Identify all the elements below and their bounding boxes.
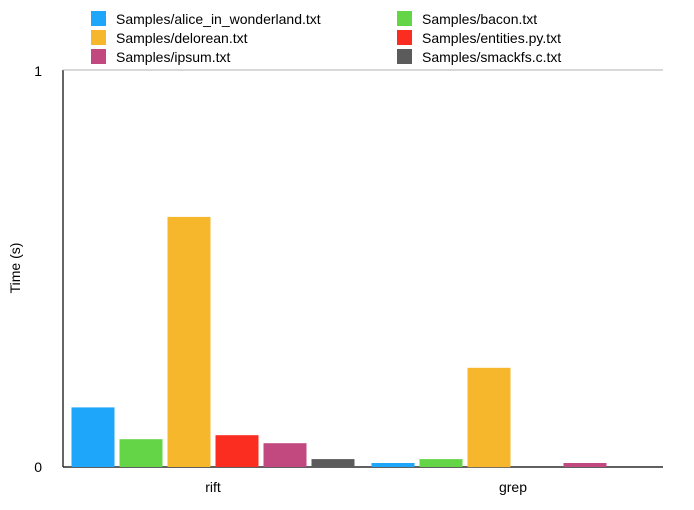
bars — [71, 216, 607, 468]
bar-grep-series-0 — [371, 463, 415, 467]
axes: 1 0 Time (s) — [7, 63, 663, 475]
legend-label-2: Samples/delorean.txt — [116, 30, 248, 46]
legend-swatch-4 — [91, 49, 106, 64]
bar-rift-series-0 — [71, 407, 115, 467]
bar-rift-series-3 — [215, 435, 259, 467]
legend-swatch-3 — [397, 30, 412, 45]
y-axis-label: Time (s) — [7, 243, 23, 294]
legend-label-5: Samples/smackfs.c.txt — [422, 49, 561, 65]
bar-grep-series-1 — [419, 459, 463, 467]
x-tick-label-rift: rift — [205, 479, 221, 495]
bar-rift-series-2 — [167, 216, 211, 467]
bar-rift-series-5 — [311, 459, 355, 467]
legend-label-4: Samples/ipsum.txt — [116, 49, 230, 65]
bar-rift-series-1 — [119, 439, 163, 467]
legend-swatch-5 — [397, 49, 412, 64]
bar-rift-series-4 — [263, 443, 307, 467]
y-tick-label-min: 0 — [34, 459, 42, 475]
legend-label-1: Samples/bacon.txt — [422, 11, 537, 27]
x-tick-label-grep: grep — [499, 479, 527, 495]
legend-swatch-1 — [397, 11, 412, 26]
legend: Samples/alice_in_wonderland.txt Samples/b… — [91, 11, 561, 65]
legend-swatch-0 — [91, 11, 106, 26]
bar-grep-series-2 — [467, 367, 511, 468]
legend-label-3: Samples/entities.py.txt — [422, 30, 561, 46]
x-tick-labels: rift grep — [205, 479, 527, 495]
y-tick-label-max: 1 — [34, 63, 42, 79]
legend-label-0: Samples/alice_in_wonderland.txt — [116, 11, 321, 27]
bar-grep-series-4 — [563, 463, 607, 467]
legend-swatch-2 — [91, 30, 106, 45]
